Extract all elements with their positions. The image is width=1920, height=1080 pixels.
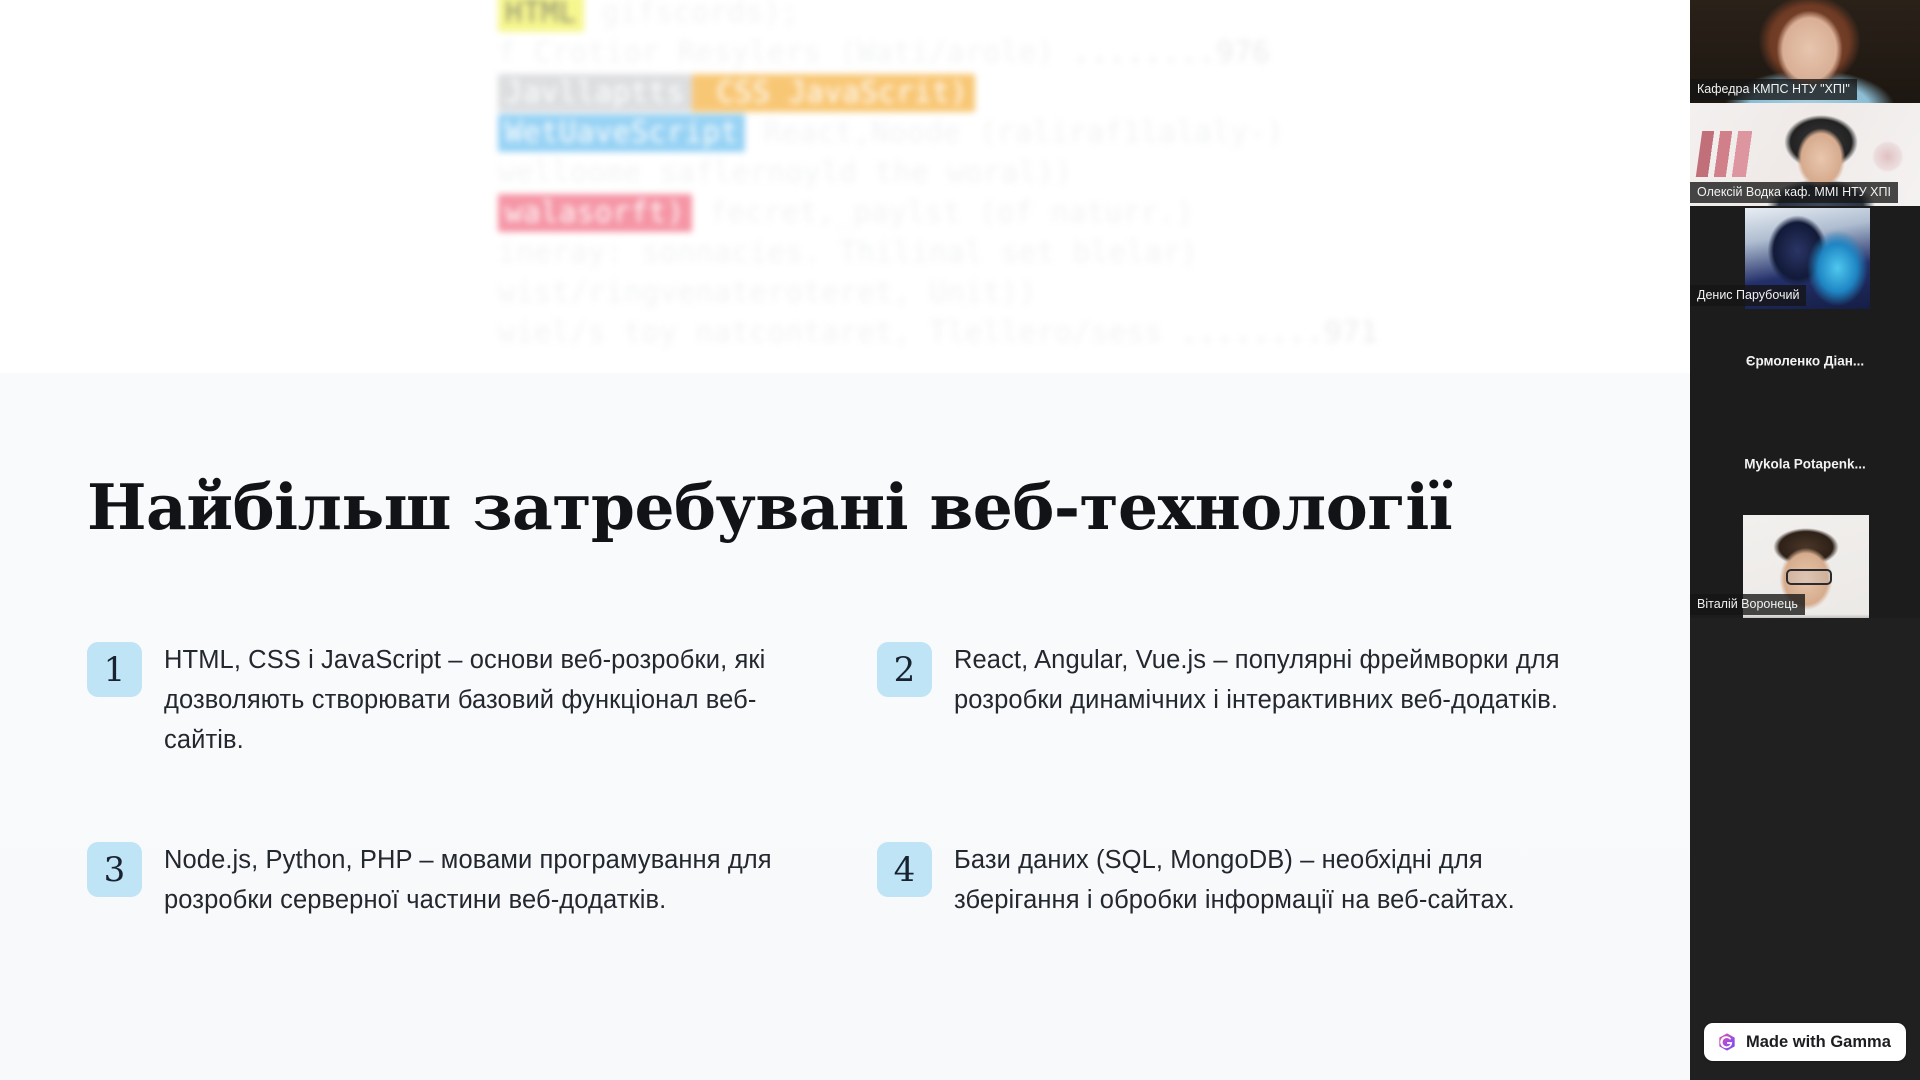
code-segment: walasorft) (498, 194, 692, 232)
numbered-item: 4 Бази даних (SQL, MongoDB) – необхідні д… (877, 840, 1587, 920)
hero-code-image: HTML gifscords); f Crotior Resylers (Wati… (0, 0, 1920, 373)
slide-title: Найбільш затребувані веб-технології (87, 470, 1453, 544)
code-line: walasorft) fecret,_paylst (of naturr.) (498, 192, 1498, 232)
made-with-gamma-badge[interactable]: Made with Gamma (1704, 1023, 1906, 1061)
video-participant-rail[interactable]: Кафедра КМПС НТУ "ХПІ" Олексій Водка каф.… (1690, 0, 1920, 1080)
participant-name-label: Олексій Водка каф. ММІ НТУ ХПІ (1690, 182, 1898, 203)
code-line: WetUaveScript React,Noode (raliraf1lalal… (498, 112, 1498, 152)
video-participant-tile[interactable]: Олексій Водка каф. ММІ НТУ ХПІ (1690, 103, 1920, 206)
participant-name-label: Mykola Potapenk... (1744, 456, 1866, 471)
item-text: Бази даних (SQL, MongoDB) – необхідні дл… (954, 846, 1515, 914)
item-number-badge: 4 (877, 842, 932, 897)
code-segment: fecret,_paylst (of naturr.) (691, 195, 1195, 229)
code-segment: Javllaptts (498, 74, 692, 112)
code-segment: gifscords); (583, 0, 800, 29)
code-segment: f Crotior Resylers (Wati/arole) (498, 35, 1055, 69)
code-line-number: ........976 (1054, 35, 1271, 69)
participant-name-label: Єрмоленко Діан... (1745, 353, 1865, 368)
gamma-logo-icon (1717, 1032, 1737, 1052)
code-line: wiel/s toy natcontaret, Tlellero/sess ..… (498, 312, 1498, 352)
video-participant-tile[interactable]: Єрмоленко Діан... (1690, 309, 1920, 412)
numbered-item: 2 React, Angular, Vue.js – популярні фрей… (877, 640, 1587, 760)
code-segment: wiel/s toy natcontaret, Tlellero/sess (498, 315, 1163, 349)
code-segment: CSS JavaScrit) (691, 74, 976, 112)
item-number-badge: 2 (877, 642, 932, 697)
item-text: HTML, CSS і JavaScript – основи веб-розр… (164, 646, 766, 754)
participant-name-label: Денис Парубочий (1690, 285, 1807, 306)
gamma-badge-label: Made with Gamma (1746, 1032, 1891, 1051)
video-participant-tile[interactable]: Mykola Potapenk... (1690, 412, 1920, 515)
code-line: Javllaptts CSS JavaScrit) (498, 72, 1498, 112)
code-segment: React,Noode (raliraf1lalaly-) (745, 115, 1285, 149)
numbered-item: 1 HTML, CSS і JavaScript – основи веб-роз… (87, 640, 787, 760)
hero-code-lines: HTML gifscords); f Crotior Resylers (Wati… (498, 0, 1498, 352)
code-line: f Crotior Resylers (Wati/arole) ........… (498, 32, 1498, 72)
video-participant-tile[interactable]: Віталій Воронець (1690, 515, 1920, 618)
item-text: Node.js, Python, PHP – мовами програмува… (164, 846, 772, 914)
video-participant-tile[interactable]: Кафедра КМПС НТУ "ХПІ" (1690, 0, 1920, 103)
numbered-item: 3 Node.js, Python, PHP – мовами програмув… (87, 840, 787, 920)
participant-name-label: Віталій Воронець (1690, 594, 1805, 615)
code-segment: ineray: sonnacies. Thilinal set blelar) (498, 235, 1199, 269)
code-line: ineray: sonnacies. Thilinal set blelar) (498, 232, 1498, 272)
code-line: HTML gifscords); (498, 0, 1498, 32)
video-participant-tile[interactable]: Денис Парубочий (1690, 206, 1920, 309)
item-number-badge: 3 (87, 842, 142, 897)
code-segment: WetUaveScript (498, 114, 746, 152)
participant-name-label: Кафедра КМПС НТУ "ХПІ" (1690, 79, 1857, 100)
code-line-number: ........971 (1162, 315, 1379, 349)
item-number-badge: 1 (87, 642, 142, 697)
item-text: React, Angular, Vue.js – популярні фрейм… (954, 646, 1560, 714)
code-line: wist/ringvenateroteret, Unit)) (498, 272, 1498, 312)
numbered-items-grid: 1 HTML, CSS і JavaScript – основи веб-роз… (87, 640, 1787, 920)
code-segment: welloome saflernoyld the woral)) (498, 155, 1073, 189)
code-segment: wist/ringvenateroteret, Unit)) (498, 275, 1037, 309)
code-segment: HTML (498, 0, 584, 32)
code-line: welloome saflernoyld the woral)) (498, 152, 1498, 192)
